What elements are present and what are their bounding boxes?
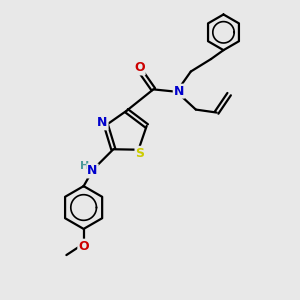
Text: S: S bbox=[136, 147, 145, 160]
Text: O: O bbox=[78, 240, 89, 253]
Text: N: N bbox=[174, 85, 184, 98]
Text: N: N bbox=[87, 164, 98, 178]
Text: N: N bbox=[97, 116, 108, 129]
Text: O: O bbox=[134, 61, 145, 74]
Text: H: H bbox=[80, 161, 89, 172]
